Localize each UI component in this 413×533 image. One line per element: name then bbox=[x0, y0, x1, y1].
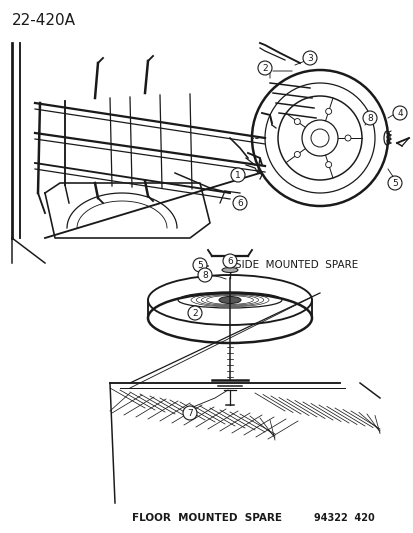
Text: FLOOR  MOUNTED  SPARE: FLOOR MOUNTED SPARE bbox=[132, 513, 281, 523]
Text: 94322  420: 94322 420 bbox=[313, 513, 374, 523]
Circle shape bbox=[192, 258, 206, 272]
Text: 5: 5 bbox=[391, 179, 397, 188]
Circle shape bbox=[294, 118, 299, 125]
Circle shape bbox=[188, 306, 202, 320]
Text: 5: 5 bbox=[197, 261, 202, 270]
Circle shape bbox=[325, 161, 331, 168]
Text: 8: 8 bbox=[202, 271, 207, 279]
Circle shape bbox=[362, 111, 376, 125]
Text: 3: 3 bbox=[306, 53, 312, 62]
Circle shape bbox=[223, 254, 236, 268]
Circle shape bbox=[325, 108, 331, 115]
Text: 8: 8 bbox=[366, 114, 372, 123]
Circle shape bbox=[344, 135, 350, 141]
Text: SIDE  MOUNTED  SPARE: SIDE MOUNTED SPARE bbox=[235, 260, 357, 270]
Circle shape bbox=[257, 61, 271, 75]
Circle shape bbox=[233, 196, 247, 210]
Text: 4: 4 bbox=[396, 109, 402, 117]
Circle shape bbox=[387, 176, 401, 190]
Text: 22-420A: 22-420A bbox=[12, 13, 76, 28]
Text: 7: 7 bbox=[187, 408, 192, 417]
Circle shape bbox=[183, 406, 197, 420]
Text: 2: 2 bbox=[261, 63, 267, 72]
Circle shape bbox=[230, 168, 244, 182]
Text: 1: 1 bbox=[235, 171, 240, 180]
Circle shape bbox=[302, 51, 316, 65]
Circle shape bbox=[294, 151, 299, 157]
Text: 6: 6 bbox=[237, 198, 242, 207]
Ellipse shape bbox=[221, 268, 237, 272]
Text: 2: 2 bbox=[192, 309, 197, 318]
Circle shape bbox=[392, 106, 406, 120]
Circle shape bbox=[197, 268, 211, 282]
Text: 6: 6 bbox=[227, 256, 232, 265]
Ellipse shape bbox=[218, 296, 240, 303]
